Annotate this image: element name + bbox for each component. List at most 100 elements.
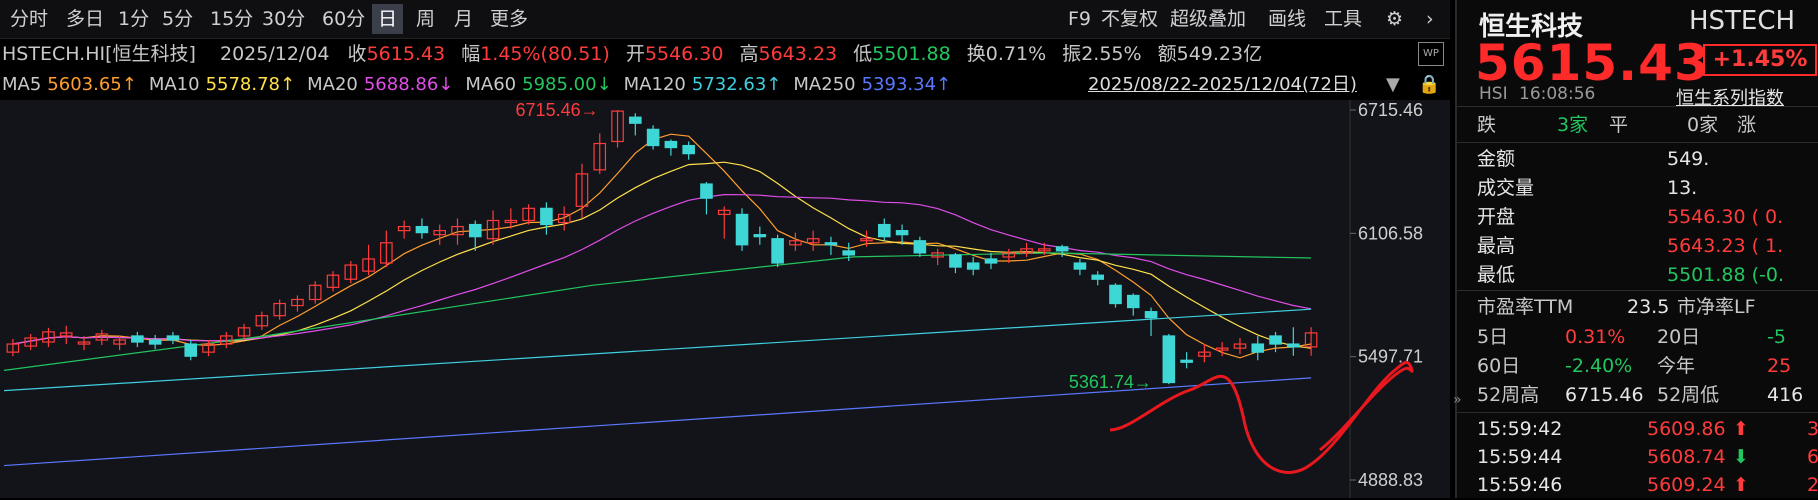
candle-body[interactable] — [24, 337, 37, 347]
candle-body[interactable] — [77, 341, 91, 345]
candle-body[interactable] — [291, 298, 304, 307]
candle-body[interactable] — [380, 242, 393, 264]
candle-body[interactable] — [273, 302, 286, 317]
gear-icon[interactable]: ⚙ — [1386, 8, 1404, 30]
candle-body[interactable] — [913, 240, 927, 254]
candle-body[interactable] — [575, 173, 589, 207]
date-range-selector[interactable]: 2025/08/22-2025/12/04(72日) — [1088, 74, 1357, 95]
candle-body[interactable] — [1198, 351, 1211, 357]
period-tab-9[interactable]: 月 — [454, 8, 474, 30]
candle-body[interactable] — [344, 264, 358, 280]
candle-body[interactable] — [629, 116, 642, 124]
candle-body[interactable] — [59, 332, 73, 337]
tools-button[interactable]: 工具 — [1324, 8, 1363, 30]
candle-body[interactable] — [540, 207, 553, 226]
candle-body[interactable] — [842, 250, 856, 256]
period-tab-4[interactable]: 15分 — [210, 8, 254, 30]
candle-body[interactable] — [326, 274, 340, 288]
candle-body[interactable] — [806, 238, 820, 244]
candle-body[interactable] — [504, 219, 518, 224]
candle-body[interactable] — [1073, 262, 1087, 270]
wp-icon[interactable]: WP — [1418, 42, 1444, 66]
no-adjust-button[interactable]: 不复权 — [1101, 8, 1159, 30]
candle-body[interactable] — [1002, 252, 1016, 258]
candle-body[interactable] — [397, 225, 411, 232]
candle-body[interactable] — [771, 238, 784, 264]
period-tab-7[interactable]: 日 — [372, 4, 404, 34]
sub-code: HSI — [1479, 84, 1508, 104]
candle-body[interactable] — [255, 315, 269, 327]
chevron-down-icon[interactable]: ▼ — [1386, 74, 1400, 95]
f9-button[interactable]: F9 — [1068, 8, 1092, 30]
candle-body[interactable] — [362, 258, 375, 272]
candle-body[interactable] — [557, 213, 571, 224]
candle-body[interactable] — [166, 335, 180, 341]
candle-body[interactable] — [220, 335, 233, 345]
candle-body[interactable] — [1091, 274, 1104, 280]
candle-body[interactable] — [308, 284, 322, 301]
candle-body[interactable] — [1020, 248, 1033, 254]
candle-body[interactable] — [1215, 347, 1229, 351]
lock-icon[interactable]: 🔒 — [1418, 74, 1441, 95]
candle-body[interactable] — [6, 343, 20, 353]
candle-body[interactable] — [1144, 311, 1158, 319]
candle-body[interactable] — [131, 335, 144, 343]
candle-body[interactable] — [984, 258, 998, 264]
period-tab-6[interactable]: 60分 — [322, 8, 366, 30]
candle-body[interactable] — [1251, 343, 1265, 353]
candle-body[interactable] — [611, 110, 624, 143]
candle-body[interactable] — [949, 254, 962, 268]
candle-body[interactable] — [451, 225, 464, 236]
candle-body[interactable] — [468, 223, 482, 238]
candle-body[interactable] — [42, 331, 55, 343]
candle-body[interactable] — [1269, 335, 1282, 345]
period-tab-1[interactable]: 多日 — [66, 8, 105, 30]
period-tab-3[interactable]: 5分 — [162, 8, 194, 30]
candle-body[interactable] — [184, 343, 198, 357]
candle-body[interactable] — [735, 213, 749, 246]
candle-body[interactable] — [522, 207, 535, 222]
chevron-right-icon[interactable]: › — [1426, 8, 1434, 30]
candle-body[interactable] — [113, 339, 126, 345]
candle-body[interactable] — [878, 223, 891, 238]
candlestick-chart[interactable]: 6715.46→ 5361.74→ 6715.46 6106.58 5497.71 48… — [0, 100, 1450, 498]
candle-body[interactable] — [1038, 248, 1051, 252]
candle-body[interactable] — [1233, 343, 1247, 349]
candle-body[interactable] — [486, 219, 500, 240]
candle-body[interactable] — [717, 209, 731, 216]
candle-body[interactable] — [95, 333, 109, 341]
candle-body[interactable] — [646, 128, 660, 147]
candle-body[interactable] — [1287, 343, 1300, 348]
candle-body[interactable] — [148, 339, 162, 345]
candle-body[interactable] — [433, 230, 446, 236]
expand-icon[interactable]: » — [1453, 392, 1462, 408]
candle-body[interactable] — [593, 142, 607, 171]
candle-body[interactable] — [824, 242, 838, 246]
candle-body[interactable] — [789, 240, 802, 246]
candle-body[interactable] — [1162, 335, 1176, 384]
candle-body[interactable] — [664, 140, 678, 149]
candle-body[interactable] — [966, 262, 980, 270]
candle-body[interactable] — [1304, 332, 1318, 348]
draw-line-button[interactable]: 画线 — [1268, 8, 1307, 30]
candle-body[interactable] — [682, 144, 695, 155]
period-tab-2[interactable]: 1分 — [118, 8, 150, 30]
period-tab-0[interactable]: 分时 — [10, 8, 49, 30]
period-tab-8[interactable]: 周 — [416, 8, 436, 30]
super-overlay-button[interactable]: 超级叠加 — [1170, 8, 1247, 30]
candle-body[interactable] — [1055, 246, 1069, 252]
candle-body[interactable] — [237, 327, 251, 337]
period-tab-5[interactable]: 30分 — [262, 8, 306, 30]
candle-body[interactable] — [1180, 359, 1193, 363]
candle-body[interactable] — [860, 238, 873, 242]
candle-body[interactable] — [202, 343, 215, 353]
index-category[interactable]: 恒生系列指数 — [1676, 88, 1784, 109]
candle-body[interactable] — [931, 252, 944, 258]
candle-body[interactable] — [415, 225, 429, 234]
candle-body[interactable] — [753, 234, 767, 238]
candle-body[interactable] — [895, 230, 909, 236]
candle-body[interactable] — [1109, 284, 1122, 305]
candle-body[interactable] — [1126, 294, 1140, 309]
candle-body[interactable] — [700, 183, 713, 199]
period-tab-10[interactable]: 更多 — [490, 8, 529, 30]
